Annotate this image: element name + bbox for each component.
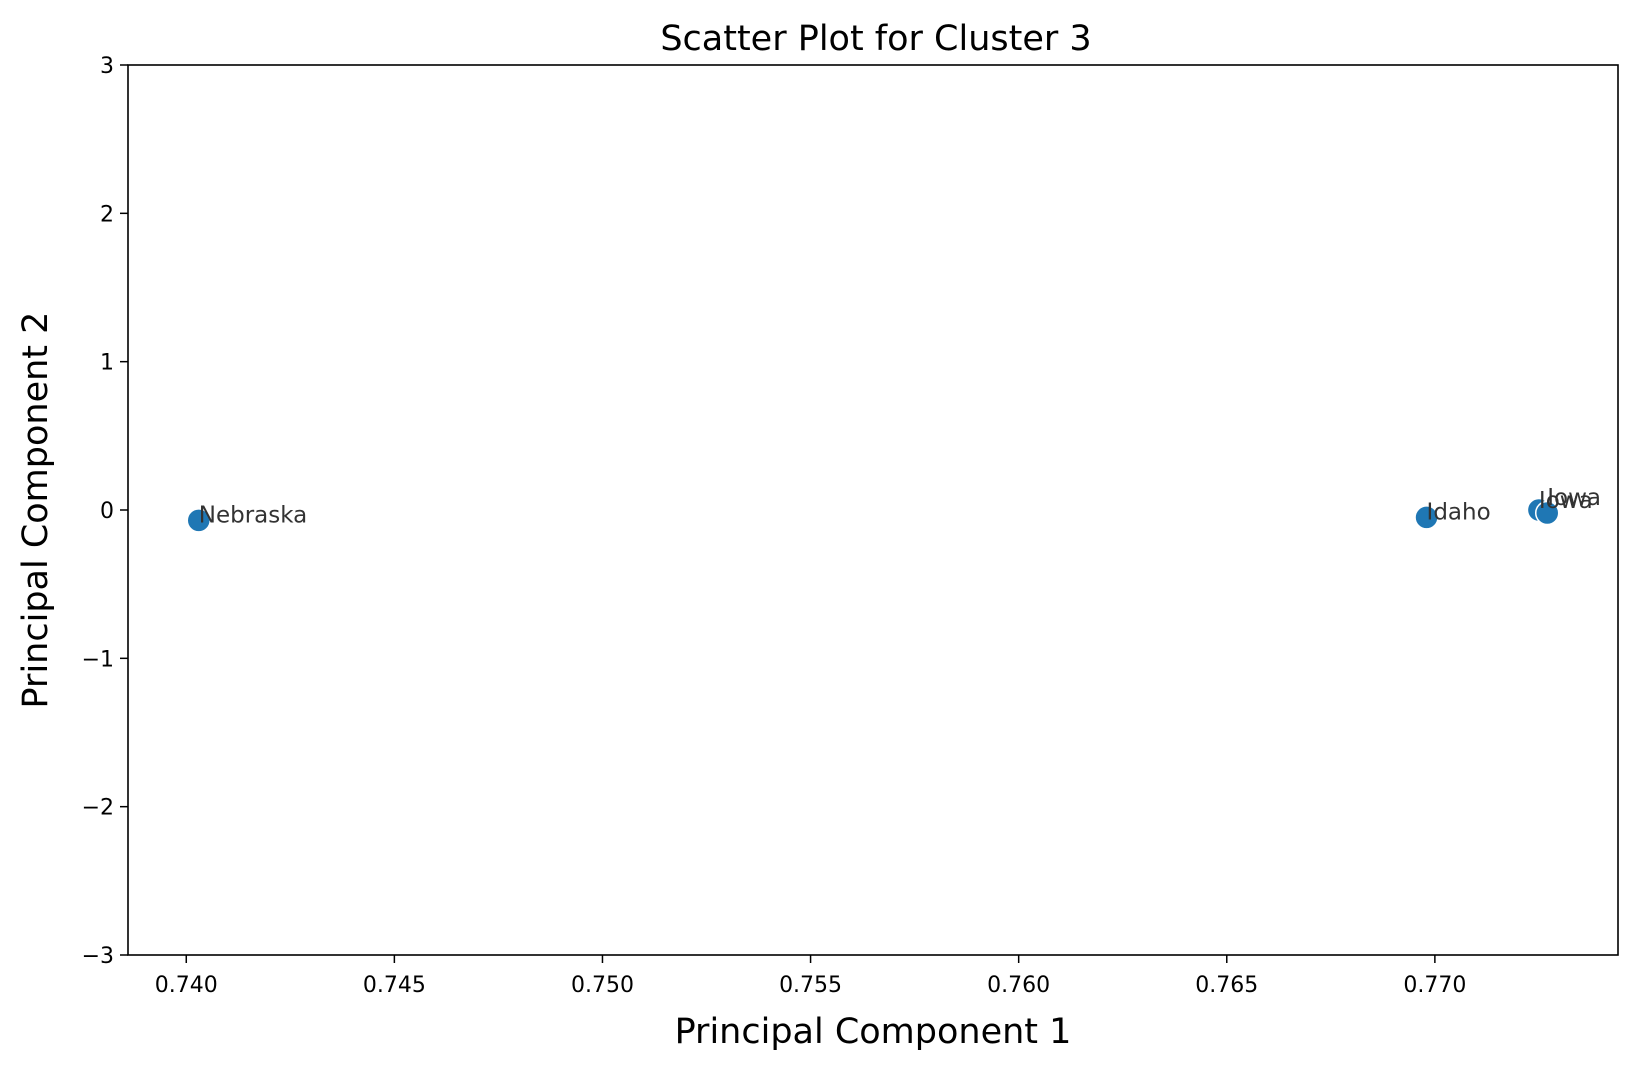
y-axis-label: Principal Component 2 <box>16 312 56 709</box>
data-point <box>1534 500 1560 526</box>
x-axis-ticks: 0.740 0.745 0.750 0.755 0.760 0.765 0.770 <box>155 955 1466 998</box>
chart-title: Scatter Plot for Cluster 3 <box>660 19 1091 59</box>
x-tick-label: 0.750 <box>571 973 634 998</box>
x-tick-label: 0.755 <box>779 973 842 998</box>
x-tick-label: 0.745 <box>363 973 426 998</box>
x-axis-label: Principal Component 1 <box>675 1012 1072 1052</box>
y-tick-label: 2 <box>100 202 114 227</box>
point-label: Iowa <box>1547 485 1601 511</box>
data-point <box>186 508 212 533</box>
y-tick-label: 1 <box>100 351 114 376</box>
x-tick-label: 0.760 <box>987 973 1050 998</box>
y-tick-label: −3 <box>82 944 114 969</box>
point-label: Nebraska <box>199 502 308 528</box>
point-label: Idaho <box>1427 499 1491 525</box>
y-tick-label: −2 <box>82 796 114 821</box>
x-tick-label: 0.770 <box>1403 973 1466 998</box>
y-tick-label: −1 <box>82 647 114 672</box>
plot-area <box>127 64 1619 956</box>
x-tick-label: 0.740 <box>155 973 218 998</box>
data-point <box>1414 505 1439 530</box>
y-axis-ticks: −3 −2 −1 0 1 2 3 <box>82 54 128 969</box>
x-tick-label: 0.765 <box>1195 973 1258 998</box>
y-tick-label: 0 <box>100 499 114 524</box>
data-points <box>186 497 1560 533</box>
point-label: Iowa <box>1539 488 1593 514</box>
y-tick-label: 3 <box>100 54 114 79</box>
